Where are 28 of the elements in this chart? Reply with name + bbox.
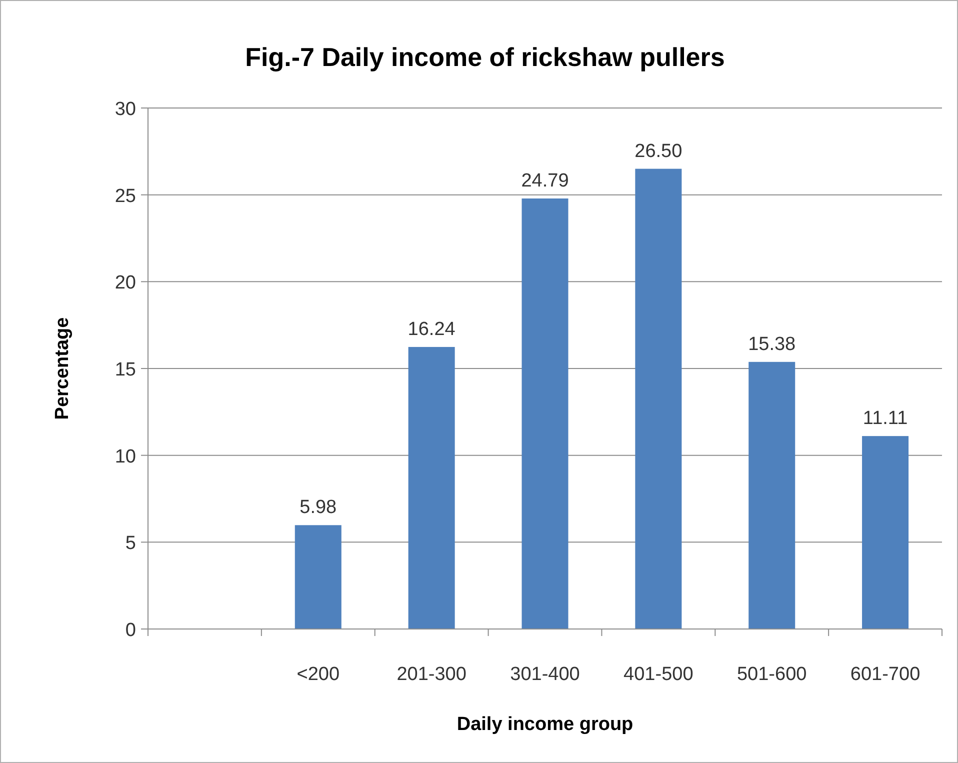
bar	[748, 362, 796, 629]
data-label: 11.11	[862, 408, 908, 430]
x-tick-label: 401-500	[624, 664, 694, 685]
bar	[862, 436, 909, 629]
data-label: 24.79	[521, 170, 569, 192]
bar	[294, 525, 342, 629]
y-tick-label: 0	[125, 620, 136, 641]
x-tick-label: <200	[296, 664, 340, 685]
x-axis-title: Daily income group	[456, 714, 634, 735]
x-tick-label: 301-400	[510, 664, 580, 685]
y-axis-title: Percentage	[52, 317, 73, 420]
y-tick-label: 15	[114, 360, 136, 380]
data-label: 15.38	[748, 334, 796, 355]
bar	[635, 168, 682, 629]
x-tick-label: 201-300	[396, 664, 466, 685]
y-tick-label: 10	[114, 446, 136, 468]
y-tick-label: 20	[114, 272, 136, 294]
y-tick-label: 30	[114, 99, 136, 120]
data-label: 26.50	[634, 140, 682, 162]
y-tick-label: 25	[114, 186, 136, 207]
data-label: 5.98	[300, 497, 337, 518]
data-label: 16.24	[408, 318, 456, 340]
x-tick-label: 501-600	[736, 664, 807, 685]
bar	[408, 346, 455, 629]
bar	[522, 198, 568, 629]
x-tick-label: 601-700	[850, 664, 920, 685]
chart-title: Fig.-7 Daily income of rickshaw pullers	[245, 42, 725, 72]
y-tick-label: 5	[125, 533, 136, 554]
